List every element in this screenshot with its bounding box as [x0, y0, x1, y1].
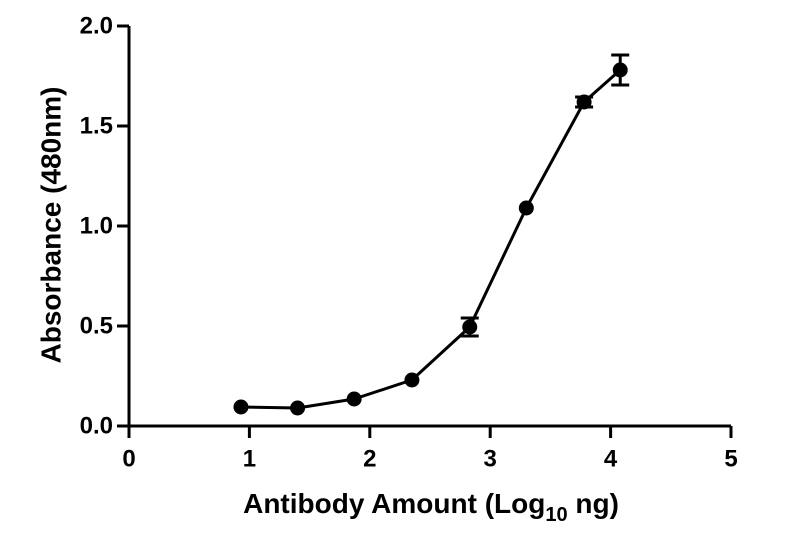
series-group [233, 53, 630, 416]
x-tick-label: 3 [484, 445, 497, 472]
data-point [346, 391, 362, 407]
data-point [404, 372, 420, 388]
y-tick-label: 1.5 [80, 113, 113, 140]
y-tick-label: 0.5 [80, 313, 113, 340]
x-tick-label: 1 [243, 445, 256, 472]
data-point [612, 62, 628, 78]
x-tick-label: 0 [122, 445, 135, 472]
y-tick-label: 0.0 [80, 413, 113, 440]
series-line [240, 68, 622, 410]
x-axis-title: Antibody Amount (Log10 ng) [243, 488, 619, 526]
y-axis: 0.0 0.5 1.0 1.5 2.0 [80, 13, 131, 440]
x-tick-label: 5 [724, 445, 737, 472]
y-tick-label: 2.0 [80, 13, 113, 40]
data-point [576, 94, 592, 110]
x-tick-label: 4 [604, 445, 618, 472]
y-tick-label: 1.0 [80, 213, 113, 240]
data-point [518, 200, 534, 216]
data-point [462, 319, 478, 335]
data-point [233, 399, 249, 415]
y-axis-title: Absorbance (480nm) [35, 87, 66, 364]
data-point [290, 400, 306, 416]
x-axis: 0 1 2 3 4 5 [122, 424, 738, 472]
x-tick-label: 2 [363, 445, 376, 472]
